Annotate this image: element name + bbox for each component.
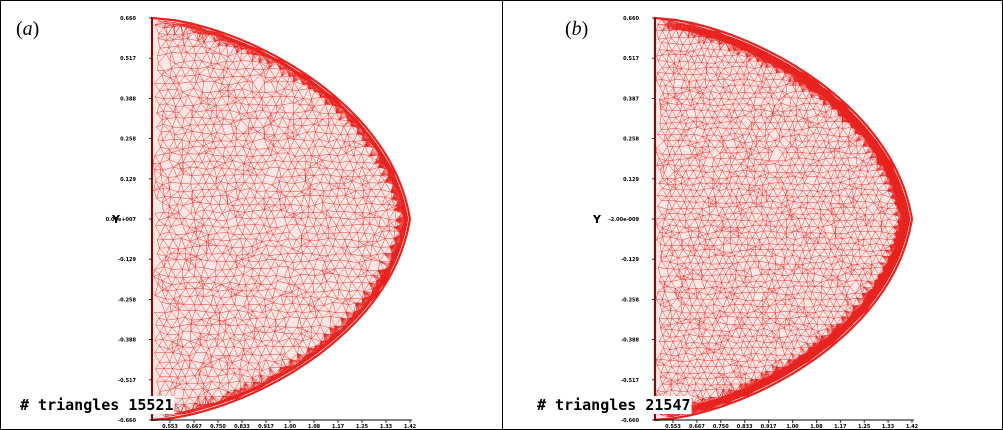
- x-tick-label: 0.833: [737, 424, 753, 430]
- x-tick-label: 1.08: [810, 424, 823, 430]
- y-tick-label: 0.129: [623, 177, 639, 183]
- mesh-triangulation: [653, 16, 914, 422]
- panel-b-mesh-plot: 0.660 0.517 0.387 0.258 0.129 -2.00e-009 -0.12…: [536, 16, 919, 430]
- panel-b-label-open: (: [565, 18, 572, 40]
- y-axis-label: Y: [592, 213, 602, 226]
- y-tick-label: -0.660: [621, 418, 639, 424]
- y-tick-label: -2.00e-009: [609, 217, 640, 223]
- mesh-triangulation: [150, 16, 412, 422]
- y-axis-label: Y: [111, 213, 121, 226]
- x-tick-label: 1.25: [356, 424, 369, 430]
- y-tick-label: 0.660: [623, 16, 639, 22]
- y-tick-label: -0.388: [118, 338, 136, 344]
- x-tick-label: 1.42: [906, 424, 919, 430]
- y-tick-label: 0.258: [120, 137, 136, 143]
- y-tick-label: -0.517: [118, 378, 136, 384]
- panel-a-label-open: (: [16, 18, 23, 40]
- x-tick-label: 0.553: [665, 424, 681, 430]
- y-tick-label: 0.387: [623, 96, 639, 102]
- panel-a-label-close: ): [32, 18, 40, 40]
- x-tick-label: 0.750: [210, 424, 226, 430]
- triangle-count-backing: [536, 396, 692, 414]
- mesh-edges: [655, 19, 911, 418]
- panel-a: (a) 0.660 0.517 0.388 0.258 0.129 0.00e+007 -0…: [16, 16, 417, 430]
- y-tick-label: 0.517: [120, 56, 136, 62]
- x-tick-label: 0.750: [713, 424, 729, 430]
- triangle-count-text: # triangles 15521: [20, 396, 174, 414]
- x-tick-label: 1.17: [332, 424, 345, 430]
- y-tick-label: -0.660: [118, 418, 136, 424]
- y-tick-label: -0.388: [621, 338, 639, 344]
- y-tick-label: -0.258: [621, 297, 639, 303]
- panel-a-mesh-plot: 0.660 0.517 0.388 0.258 0.129 0.00e+007 -0.129…: [19, 16, 417, 430]
- x-tick-label: 1.25: [858, 424, 871, 430]
- x-tick-label: 0.917: [258, 424, 274, 430]
- x-tick-label: 1.33: [882, 424, 895, 430]
- x-tick-label: 1.00: [786, 424, 799, 430]
- y-tick-label: 0.129: [120, 177, 136, 183]
- triangle-count-text: # triangles 21547: [537, 396, 691, 414]
- panel-b: (b) 0.660 0.517 0.387 0.258 0.129 -2.00e-009 -…: [503, 0, 1003, 430]
- x-tick-label: 1.42: [404, 424, 417, 430]
- x-tick-label: 0.833: [234, 424, 250, 430]
- panel-b-label-letter: b: [571, 18, 582, 40]
- x-tick-label: 0.667: [689, 424, 705, 430]
- y-tick-label: 0.517: [623, 56, 639, 62]
- y-tick-label: -0.517: [621, 378, 639, 384]
- y-tick-label: -0.129: [118, 257, 136, 263]
- y-tick-label: 0.258: [623, 137, 639, 143]
- mesh-edges: [153, 20, 409, 418]
- x-tick-label: 1.33: [380, 424, 393, 430]
- y-tick-label: 0.00e+007: [106, 217, 137, 223]
- mesh-boundary: [150, 16, 412, 422]
- panel-b-label-close: ): [581, 18, 589, 40]
- panel-a-label-letter: a: [22, 18, 33, 40]
- y-tick-label: 0.388: [120, 96, 136, 102]
- y-tick-label: -0.258: [118, 297, 136, 303]
- x-tick-label: 1.00: [284, 424, 297, 430]
- x-tick-label: 0.667: [186, 424, 202, 430]
- x-tick-label: 0.553: [162, 424, 178, 430]
- y-tick-label: -0.129: [621, 257, 639, 263]
- x-tick-label: 1.17: [834, 424, 847, 430]
- panel-a-label: (a): [16, 18, 39, 41]
- triangle-count-backing: [19, 396, 175, 414]
- x-tick-label: 1.08: [308, 424, 321, 430]
- panel-b-label: (b): [565, 18, 588, 41]
- y-tick-label: 0.660: [120, 16, 136, 22]
- panel-divider: [502, 0, 503, 430]
- x-tick-label: 0.917: [761, 424, 777, 430]
